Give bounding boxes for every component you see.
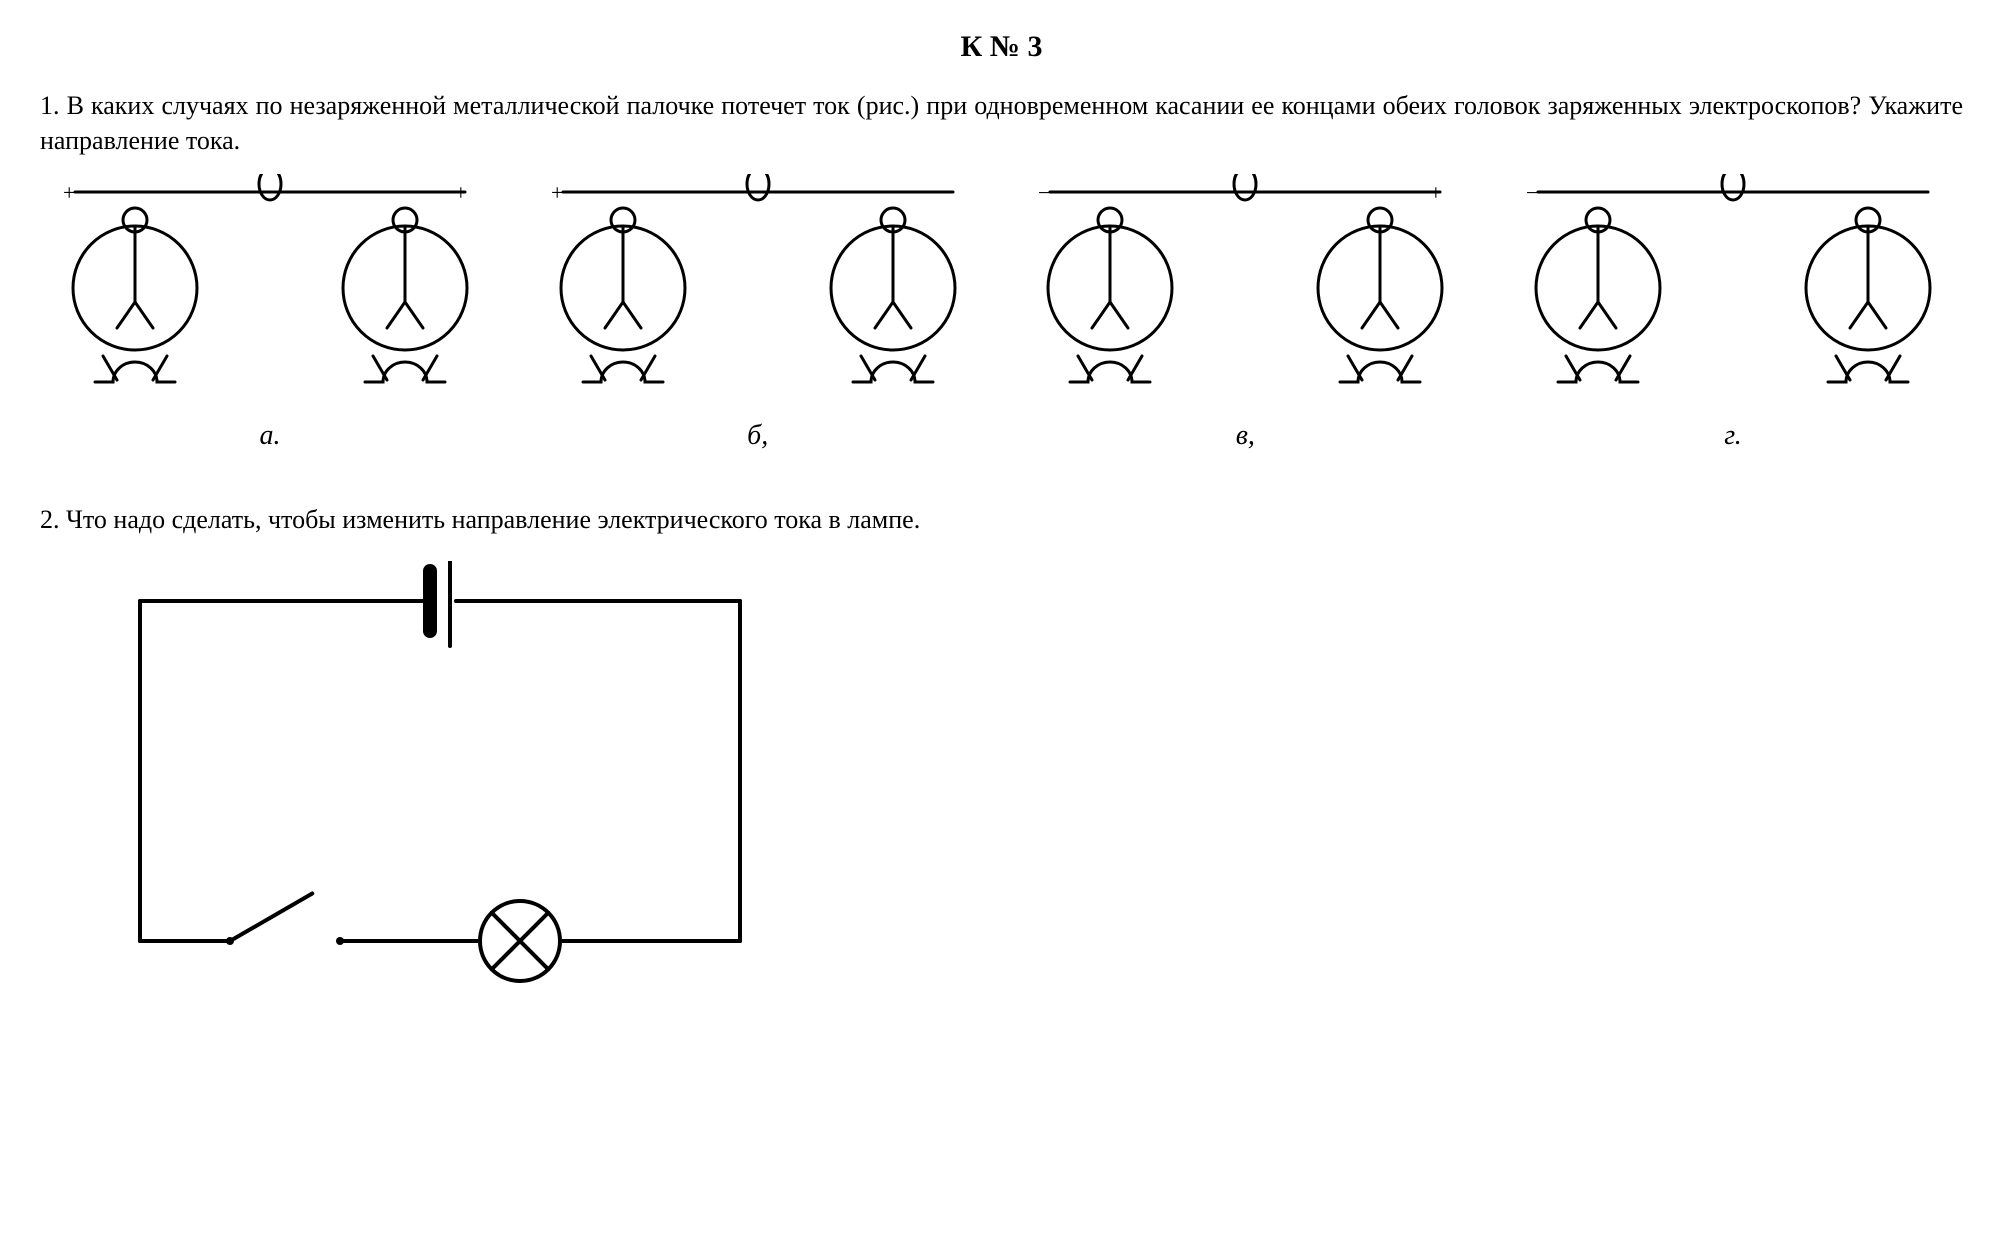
svg-text:−: −: [1038, 180, 1050, 205]
pair-label-v: в,: [1015, 420, 1475, 452]
svg-text:+: +: [455, 180, 467, 205]
pair-label-a: а.: [40, 420, 500, 452]
electroscope-pair-a: ++: [40, 174, 500, 414]
svg-text:−: −: [1918, 180, 1930, 205]
pair-label-g: г.: [1503, 420, 1963, 452]
electroscope-labels: а. б, в, г.: [40, 420, 1963, 452]
page-title: К № 3: [40, 30, 1963, 64]
pair-label-b: б,: [528, 420, 988, 452]
circuit-diagram: [100, 561, 780, 1001]
svg-text:+: +: [551, 180, 563, 205]
electroscope-diagrams: +++−−+−−: [40, 174, 1963, 414]
svg-text:−: −: [942, 180, 954, 205]
question-1-text: 1. В каких случаях по незаряженной метал…: [40, 88, 1963, 158]
electroscope-pair-g: −−: [1503, 174, 1963, 414]
svg-text:+: +: [63, 180, 75, 205]
electroscope-pair-v: −+: [1015, 174, 1475, 414]
electroscope-pair-b: +−: [528, 174, 988, 414]
question-2-text: 2. Что надо сделать, чтобы изменить напр…: [40, 502, 1963, 537]
svg-text:+: +: [1430, 180, 1442, 205]
svg-text:−: −: [1526, 180, 1538, 205]
